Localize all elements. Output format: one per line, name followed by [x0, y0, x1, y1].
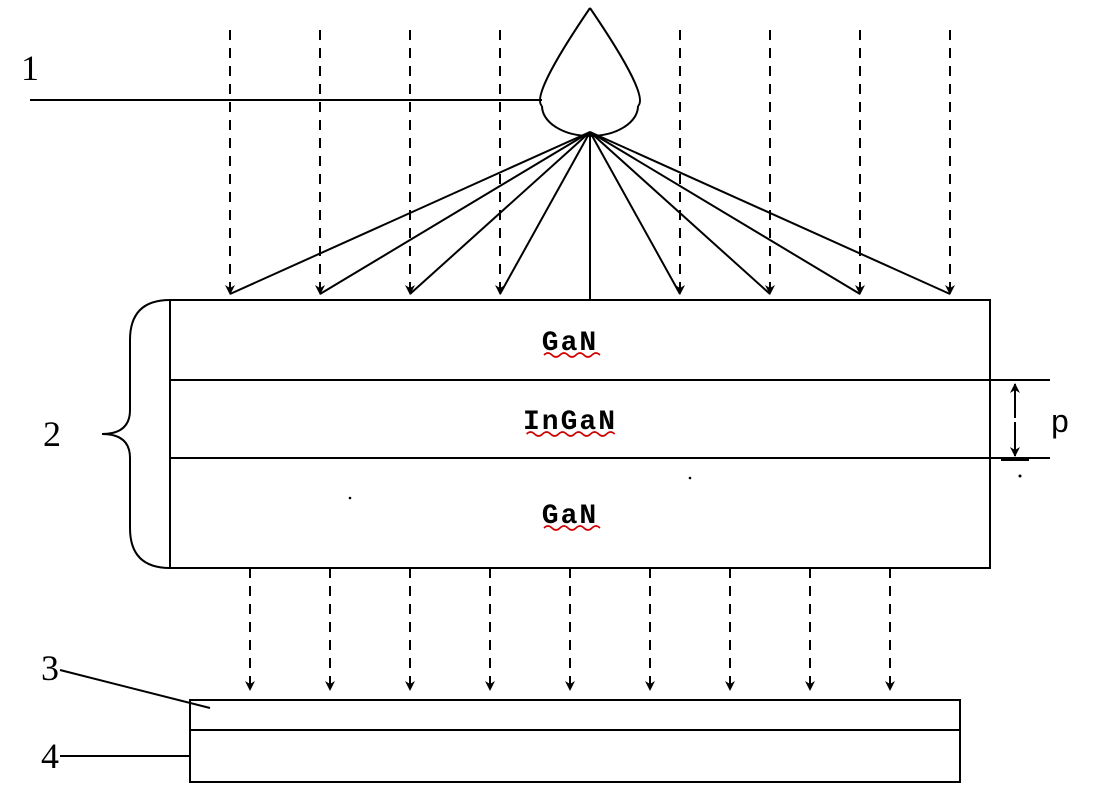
label-4: 4: [41, 736, 59, 776]
source-bulb: [542, 106, 638, 136]
speck: [1019, 475, 1022, 478]
speck: [349, 497, 352, 500]
brace-2: [102, 300, 170, 568]
source-teardrop: [540, 8, 640, 106]
spray-line: [500, 132, 590, 294]
label-3: 3: [41, 648, 59, 688]
layer-4: [190, 730, 960, 782]
spray-line: [320, 132, 590, 294]
label-1: 1: [21, 48, 39, 88]
speck: [689, 477, 692, 480]
leader-3: [60, 670, 210, 708]
label-2: 2: [43, 414, 61, 454]
spray-line: [590, 132, 860, 294]
spray-line: [590, 132, 680, 294]
label-p: p: [1050, 405, 1069, 442]
layer-label: InGaN: [523, 407, 617, 438]
layer-3: [190, 700, 960, 730]
